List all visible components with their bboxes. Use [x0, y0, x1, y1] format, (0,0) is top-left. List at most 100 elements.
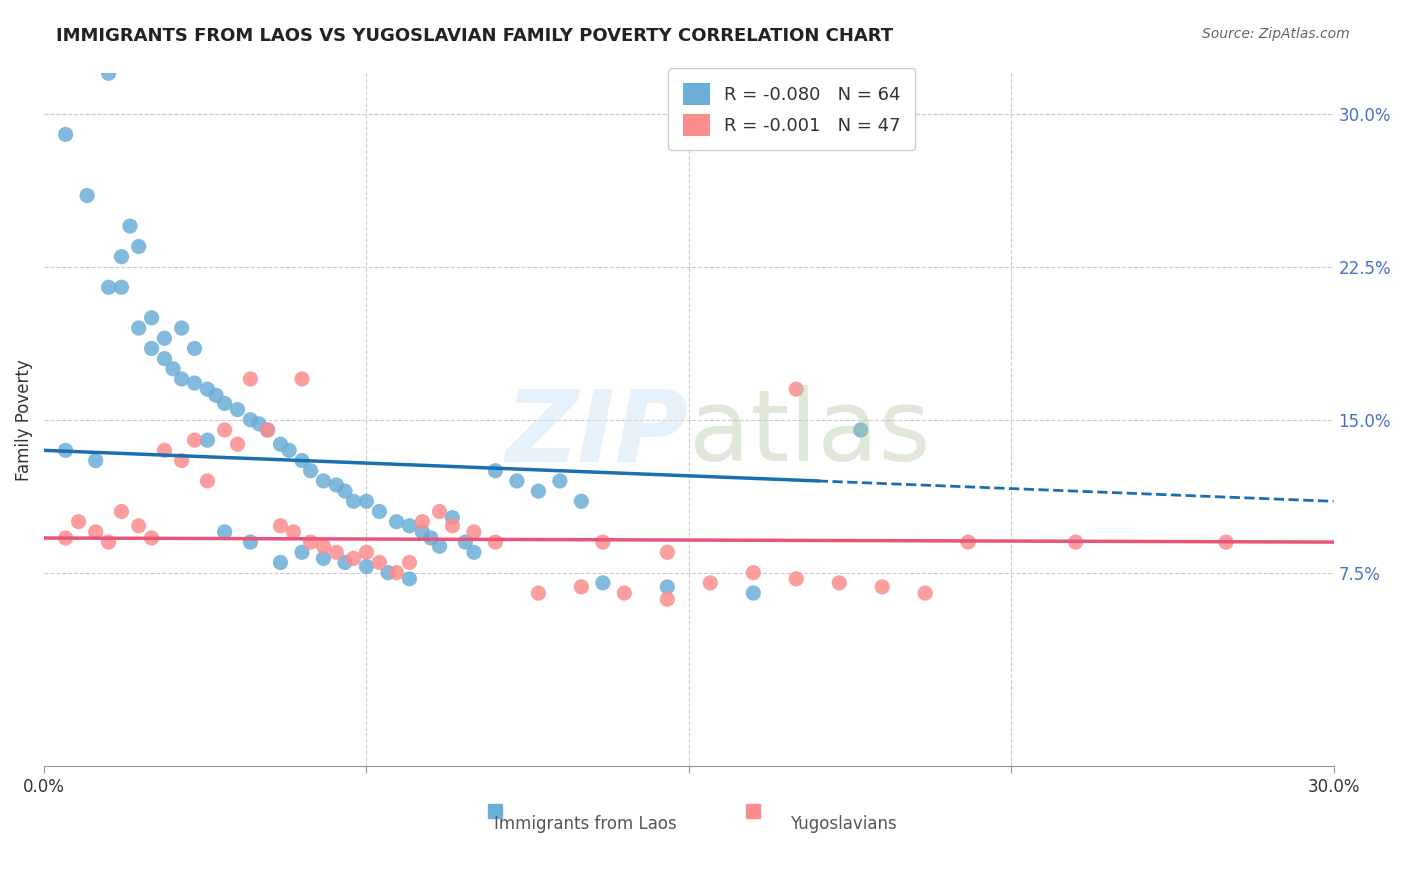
- Point: [153, 351, 176, 366]
- Point: [411, 515, 433, 529]
- Point: [957, 535, 980, 549]
- Point: [141, 531, 163, 545]
- Point: [368, 504, 391, 518]
- Point: [398, 518, 420, 533]
- Y-axis label: Family Poverty: Family Poverty: [15, 359, 32, 481]
- Point: [239, 372, 262, 386]
- Point: [197, 382, 219, 396]
- Point: [742, 586, 765, 600]
- Point: [128, 518, 150, 533]
- Point: [454, 535, 477, 549]
- Point: [333, 484, 356, 499]
- Point: [592, 575, 614, 590]
- Text: ZIP: ZIP: [506, 385, 689, 483]
- Point: [342, 551, 364, 566]
- Point: [84, 524, 107, 539]
- Point: [828, 575, 851, 590]
- Point: [368, 556, 391, 570]
- Point: [205, 388, 228, 402]
- Point: [299, 464, 322, 478]
- Point: [441, 518, 464, 533]
- Point: [506, 474, 529, 488]
- Point: [429, 504, 451, 518]
- Point: [141, 310, 163, 325]
- Point: [183, 433, 205, 447]
- Point: [441, 510, 464, 524]
- Point: [270, 556, 292, 570]
- Point: [55, 128, 77, 142]
- Point: [183, 342, 205, 356]
- Point: [385, 566, 408, 580]
- Point: [67, 515, 90, 529]
- Point: [247, 417, 270, 431]
- Point: [569, 580, 592, 594]
- Point: [162, 361, 184, 376]
- Point: [226, 402, 249, 417]
- Point: [429, 539, 451, 553]
- Point: [548, 474, 571, 488]
- Point: [312, 539, 335, 553]
- Point: [128, 321, 150, 335]
- Point: [325, 545, 347, 559]
- Point: [128, 239, 150, 253]
- Point: [170, 372, 193, 386]
- Point: [484, 464, 506, 478]
- Point: [153, 443, 176, 458]
- Point: [214, 524, 236, 539]
- Point: [141, 342, 163, 356]
- Point: [110, 250, 132, 264]
- Point: [569, 494, 592, 508]
- Point: [592, 535, 614, 549]
- Point: [291, 453, 314, 467]
- Point: [110, 504, 132, 518]
- Point: [239, 413, 262, 427]
- Point: [356, 545, 378, 559]
- Point: [914, 586, 936, 600]
- Point: [699, 575, 721, 590]
- Point: [291, 372, 314, 386]
- Point: [55, 531, 77, 545]
- Point: [1215, 535, 1237, 549]
- Point: [342, 494, 364, 508]
- Point: [239, 535, 262, 549]
- Point: [197, 474, 219, 488]
- Text: Yugoslavians: Yugoslavians: [790, 814, 897, 833]
- Point: [299, 535, 322, 549]
- Point: [120, 219, 142, 233]
- Point: [291, 545, 314, 559]
- Point: [76, 188, 98, 202]
- Point: [278, 443, 301, 458]
- Point: [356, 559, 378, 574]
- Point: [657, 580, 679, 594]
- Text: Source: ZipAtlas.com: Source: ZipAtlas.com: [1202, 27, 1350, 41]
- Text: IMMIGRANTS FROM LAOS VS YUGOSLAVIAN FAMILY POVERTY CORRELATION CHART: IMMIGRANTS FROM LAOS VS YUGOSLAVIAN FAMI…: [56, 27, 893, 45]
- Point: [785, 382, 807, 396]
- Point: [312, 474, 335, 488]
- Point: [84, 453, 107, 467]
- Legend: R = -0.080   N = 64, R = -0.001   N = 47: R = -0.080 N = 64, R = -0.001 N = 47: [668, 69, 915, 151]
- Point: [153, 331, 176, 345]
- Point: [613, 586, 636, 600]
- Point: [527, 586, 550, 600]
- Point: [197, 433, 219, 447]
- Point: [170, 453, 193, 467]
- Point: [256, 423, 278, 437]
- Point: [270, 518, 292, 533]
- Point: [377, 566, 399, 580]
- Point: [419, 531, 441, 545]
- Point: [849, 423, 872, 437]
- Point: [55, 443, 77, 458]
- Point: [527, 484, 550, 499]
- Point: [356, 494, 378, 508]
- Point: [226, 437, 249, 451]
- Point: [256, 423, 278, 437]
- Point: [214, 396, 236, 410]
- Point: [657, 545, 679, 559]
- Point: [97, 66, 120, 80]
- Point: [657, 592, 679, 607]
- Point: [333, 556, 356, 570]
- Point: [312, 551, 335, 566]
- Point: [484, 535, 506, 549]
- Point: [742, 566, 765, 580]
- Point: [385, 515, 408, 529]
